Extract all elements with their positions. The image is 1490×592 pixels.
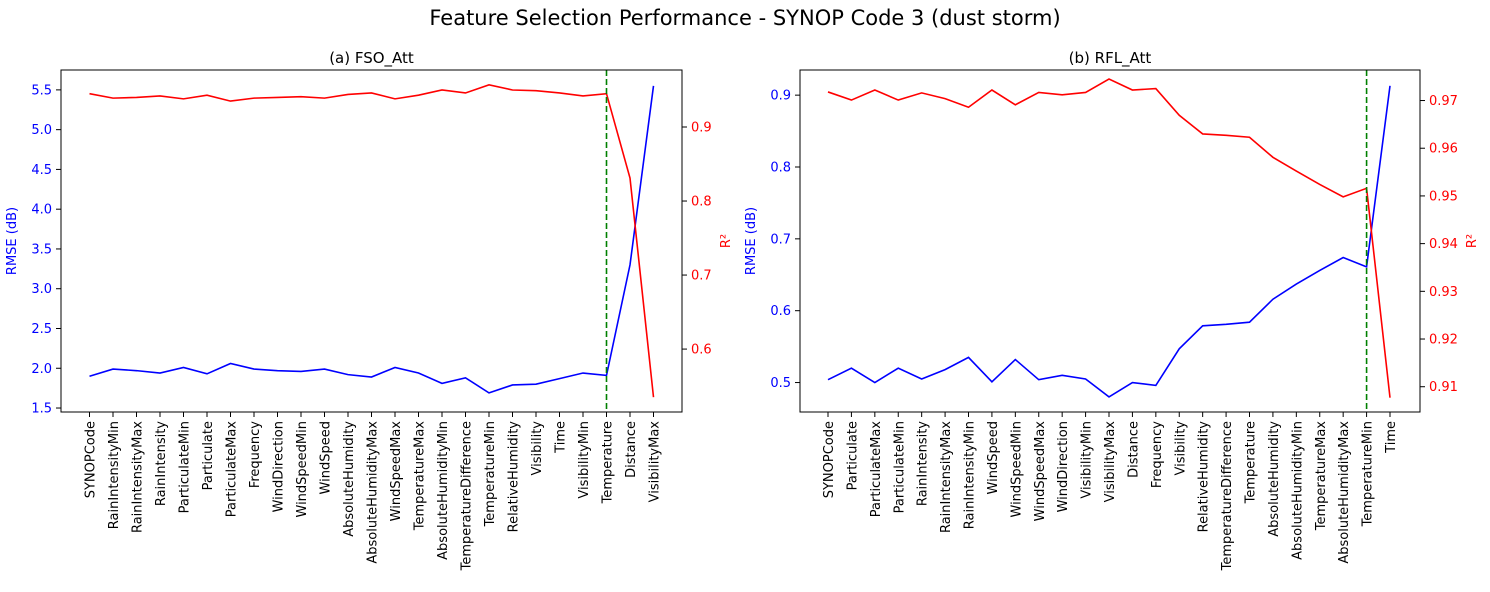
right-tick-label: 0.7: [691, 269, 712, 284]
x-tick-label: Time: [1384, 421, 1399, 454]
x-tick-label: ParticulateMax: [869, 421, 884, 518]
x-tick-label: WindSpeedMax: [389, 421, 404, 522]
x-tick-label: WindSpeedMin: [1009, 421, 1024, 518]
rmse-line: [827, 85, 1391, 398]
x-tick-label: WindSpeedMax: [1033, 421, 1048, 522]
right-tick-label: 0.6: [691, 343, 712, 358]
x-tick-label: RainIntensity: [154, 421, 169, 506]
x-tick-label: ParticulateMin: [178, 421, 193, 513]
panel-fso-att: (a) FSO_Att 1.5 2.0 2.5 3.0 3.5 4.0 4.5 5.0 5.5 0.…: [5, 49, 734, 571]
x-tick-label: WindSpeed: [319, 421, 334, 494]
x-tick-label: AbsoluteHumidityMin: [436, 421, 451, 560]
x-tick-label: VisibilityMin: [577, 421, 592, 499]
x-tick-label: ParticulateMin: [892, 421, 907, 513]
left-tick-label: 0.7: [770, 232, 791, 247]
left-tick-label: 4.0: [31, 203, 52, 218]
x-tick-label: RainIntensityMax: [939, 421, 954, 533]
left-tick-label: 0.8: [770, 160, 791, 175]
r2-line: [89, 83, 655, 398]
right-tick-label: 0.9: [691, 121, 712, 136]
x-tick-label: AbsoluteHumidityMax: [366, 421, 381, 564]
x-tick-label: Time: [554, 421, 569, 454]
left-tick-label: 2.0: [31, 362, 52, 377]
x-tick-label: WindDirection: [272, 421, 287, 512]
x-tick-label: Visibility: [1173, 421, 1188, 476]
left-tick-label: 4.5: [31, 163, 52, 178]
left-axis-label: RMSE (dB): [744, 207, 759, 275]
left-axis-label: RMSE (dB): [5, 207, 20, 275]
left-tick-label: 3.0: [31, 282, 52, 297]
left-tick-label: 0.6: [770, 304, 791, 319]
x-tick-label: VisibilityMin: [1080, 421, 1095, 499]
x-tick-label: RainIntensity: [916, 421, 931, 506]
x-tick-label: RelativeHumidity: [507, 421, 522, 533]
plot-frame: [60, 69, 683, 413]
x-tick-label: TemperatureDifference: [1220, 421, 1235, 571]
x-tick-label: WindDirection: [1056, 421, 1071, 512]
left-tick-label: 0.9: [770, 89, 791, 104]
left-tick-label: 3.5: [31, 242, 52, 257]
x-tick-label: TemperatureMin: [483, 421, 498, 527]
x-tick-label: Particulate: [201, 421, 216, 490]
x-tick-label: TemperatureMin: [1361, 421, 1376, 527]
x-tick-label: TemperatureDifference: [460, 421, 475, 571]
x-tick-label: SYNOPCode: [822, 421, 837, 498]
x-tick-label: Distance: [624, 421, 639, 478]
right-tick-label: 0.8: [691, 195, 712, 210]
left-tick-label: 0.5: [770, 376, 791, 391]
rmse-line: [89, 85, 655, 394]
x-tick-label: Temperature: [1244, 421, 1259, 504]
x-tick-label: AbsoluteHumidityMin: [1290, 421, 1305, 560]
figure-title: Feature Selection Performance - SYNOP Co…: [429, 6, 1061, 30]
x-tick-label: RelativeHumidity: [1197, 421, 1212, 533]
x-tick-label: Visibility: [530, 421, 545, 476]
panel-title: (b) RFL_Att: [1069, 49, 1152, 68]
right-tick-label: 0.92: [1429, 333, 1458, 348]
right-axis-label: R²: [1465, 234, 1480, 248]
x-tick-label: VisibilityMax: [648, 421, 663, 503]
x-tick-label: RainIntensityMax: [131, 421, 146, 533]
x-tick-label: RainIntensityMin: [963, 421, 978, 529]
right-tick-label: 0.91: [1429, 380, 1458, 395]
x-tick-label: Particulate: [845, 421, 860, 490]
r2-line: [827, 78, 1391, 398]
right-tick-label: 0.96: [1429, 142, 1458, 157]
x-tick-label: Frequency: [248, 421, 263, 488]
left-tick-label: 2.5: [31, 322, 52, 337]
right-axis-label: R²: [719, 234, 734, 248]
x-tick-label: AbsoluteHumidityMax: [1337, 421, 1352, 564]
x-tick-label: Distance: [1126, 421, 1141, 478]
x-tick-label: VisibilityMax: [1103, 421, 1118, 503]
x-tick-label: WindSpeedMin: [295, 421, 310, 518]
x-tick-label: AbsoluteHumidity: [342, 421, 357, 537]
x-tick-label: Frequency: [1150, 421, 1165, 488]
left-tick-label: 1.5: [31, 402, 52, 417]
x-tick-label: WindSpeed: [986, 421, 1001, 494]
right-tick-label: 0.94: [1429, 237, 1458, 252]
panel-title: (a) FSO_Att: [329, 49, 414, 68]
x-tick-label: TemperatureMax: [1314, 421, 1329, 532]
plot-frame: [799, 69, 1421, 413]
x-tick-label: SYNOPCode: [84, 421, 99, 498]
right-tick-label: 0.97: [1429, 94, 1458, 109]
panel-rfl-att: (b) RFL_Att 0.5 0.6 0.7 0.8 0.9 0.91 0.92 0.93 0.…: [744, 49, 1480, 571]
left-tick-label: 5.5: [31, 83, 52, 98]
x-tick-label: AbsoluteHumidity: [1267, 421, 1282, 537]
left-tick-label: 5.0: [31, 123, 52, 138]
x-tick-label: TemperatureMax: [413, 421, 428, 532]
right-tick-label: 0.93: [1429, 285, 1458, 300]
right-tick-label: 0.95: [1429, 189, 1458, 204]
x-tick-label: ParticulateMax: [225, 421, 240, 518]
x-tick-label: RainIntensityMin: [107, 421, 122, 529]
x-tick-label: Temperature: [601, 421, 616, 504]
